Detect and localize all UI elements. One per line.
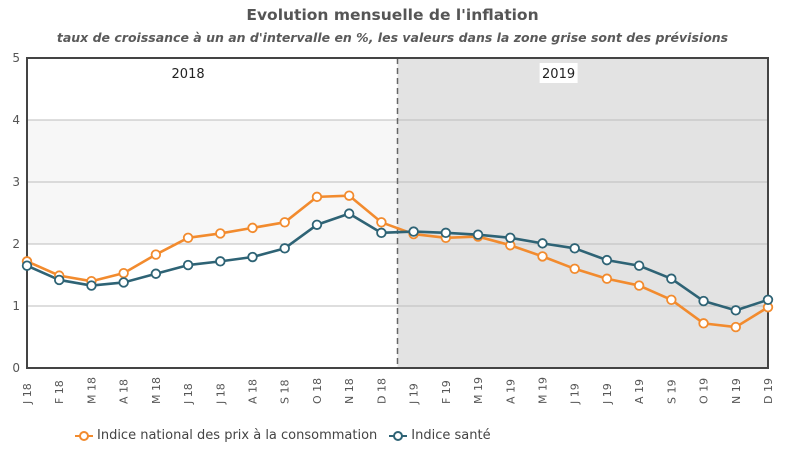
series-0-point: [666, 294, 677, 306]
x-tick-label: J 19: [601, 383, 614, 405]
series-line-0: [26, 194, 769, 329]
x-tick-label: J 19: [408, 383, 421, 405]
x-tick-label: M 18: [150, 377, 163, 404]
series-1-point: [633, 260, 645, 271]
x-tick-label: A 19: [633, 379, 646, 404]
forecast-zone: [397, 58, 768, 368]
series-1-point: [408, 226, 419, 237]
series-1-point: [54, 274, 65, 286]
legend-item-health[interactable]: Indice santé: [389, 428, 491, 443]
legend-item-cpi[interactable]: Indice national des prix à la consommati…: [75, 428, 377, 443]
series-0-point: [150, 249, 162, 260]
series-0-point: [537, 251, 548, 262]
series-1-point: [730, 305, 741, 316]
legend-label-health: Indice santé: [411, 428, 491, 443]
series-1-point: [21, 260, 33, 271]
series-1-point: [343, 208, 355, 219]
series-1-point: [698, 295, 709, 307]
x-tick-label: N 19: [730, 378, 743, 404]
x-tick-label: A 19: [504, 379, 517, 404]
x-tick-label: D 18: [375, 378, 388, 404]
series-1-point: [472, 229, 484, 240]
x-tick-label: M 19: [536, 377, 549, 404]
x-tick-label: S 19: [665, 380, 678, 404]
period-labels: 2018 2019: [169, 63, 578, 83]
x-tick-label: J 18: [21, 383, 34, 405]
series-1-point: [182, 259, 194, 271]
plot-border: [26, 57, 769, 369]
legend-label-cpi: Indice national des prix à la consommati…: [97, 428, 378, 443]
y-axis-ticks: 0 1 2 3 4 5: [12, 51, 20, 375]
x-tick-label: N 18: [343, 378, 356, 404]
x-tick-label: J 19: [569, 383, 582, 405]
period-label: 2019: [542, 67, 575, 82]
series-0-point: [730, 321, 741, 333]
y-tick-label: 1: [12, 299, 20, 313]
x-tick-label: S 18: [279, 380, 292, 404]
series-0-point: [343, 190, 355, 201]
period-label: 2018: [172, 67, 205, 82]
series-0-point: [569, 263, 580, 275]
series-0-point: [118, 267, 129, 279]
chart-title: Evolution mensuelle de l'inflation: [246, 6, 539, 24]
series-1-point: [376, 227, 387, 239]
legend: Indice national des prix à la consommati…: [75, 428, 503, 443]
series-1-point: [569, 243, 580, 254]
series-1-point: [150, 268, 162, 279]
x-tick-label: J 18: [214, 383, 227, 405]
legend-marker-health: [389, 430, 408, 442]
x-tick-label: M 19: [472, 377, 485, 404]
series-0-point: [698, 318, 709, 329]
series-0-point: [376, 217, 387, 228]
y-tick-label: 5: [12, 51, 20, 65]
series-1-point: [601, 254, 613, 266]
x-tick-label: J 18: [182, 383, 195, 405]
series-line-1: [26, 212, 769, 312]
series-0-point: [182, 232, 194, 244]
y-tick-label: 0: [12, 361, 20, 375]
chart-subtitle: taux de croissance à un an d'intervalle …: [56, 30, 729, 45]
series-1-point: [118, 277, 129, 288]
series-0-point: [601, 273, 613, 284]
series-1-point: [505, 232, 516, 244]
x-tick-label: A 18: [118, 379, 131, 404]
y-tick-label: 3: [12, 175, 20, 189]
series-1-point: [311, 219, 323, 230]
series-1-point: [537, 238, 548, 249]
series-group: [21, 190, 774, 333]
series-1-point: [215, 256, 226, 267]
series-1-point: [440, 227, 452, 239]
series-1-point: [279, 243, 290, 254]
band-top-2018: [27, 58, 398, 120]
legend-marker-cpi: [75, 430, 93, 442]
series-0-point: [279, 217, 290, 228]
x-axis-ticks: J 18 F 18 M 18 A 18 M 18 J 18 J 18 A 18 S 18 O 18…: [21, 377, 775, 405]
x-tick-label: O 18: [311, 378, 324, 404]
series-1-point: [666, 273, 677, 284]
x-tick-label: D 19: [762, 378, 775, 404]
x-tick-label: A 18: [247, 379, 260, 404]
series-0-point: [215, 228, 226, 239]
period-label-bg: [539, 63, 578, 83]
x-tick-label: O 19: [698, 378, 711, 404]
series-1-point: [86, 280, 97, 291]
period-label-bg: [169, 63, 208, 83]
series-1-point: [247, 251, 258, 263]
x-tick-label: F 19: [440, 380, 453, 404]
y-tick-label: 4: [12, 113, 20, 127]
y-tick-label: 2: [12, 237, 20, 251]
series-0-point: [247, 222, 258, 234]
series-1-point: [762, 294, 774, 306]
x-tick-label: F 18: [53, 380, 66, 404]
series-0-point: [311, 191, 323, 203]
series-0-point: [633, 280, 645, 291]
x-tick-label: M 18: [85, 377, 98, 404]
